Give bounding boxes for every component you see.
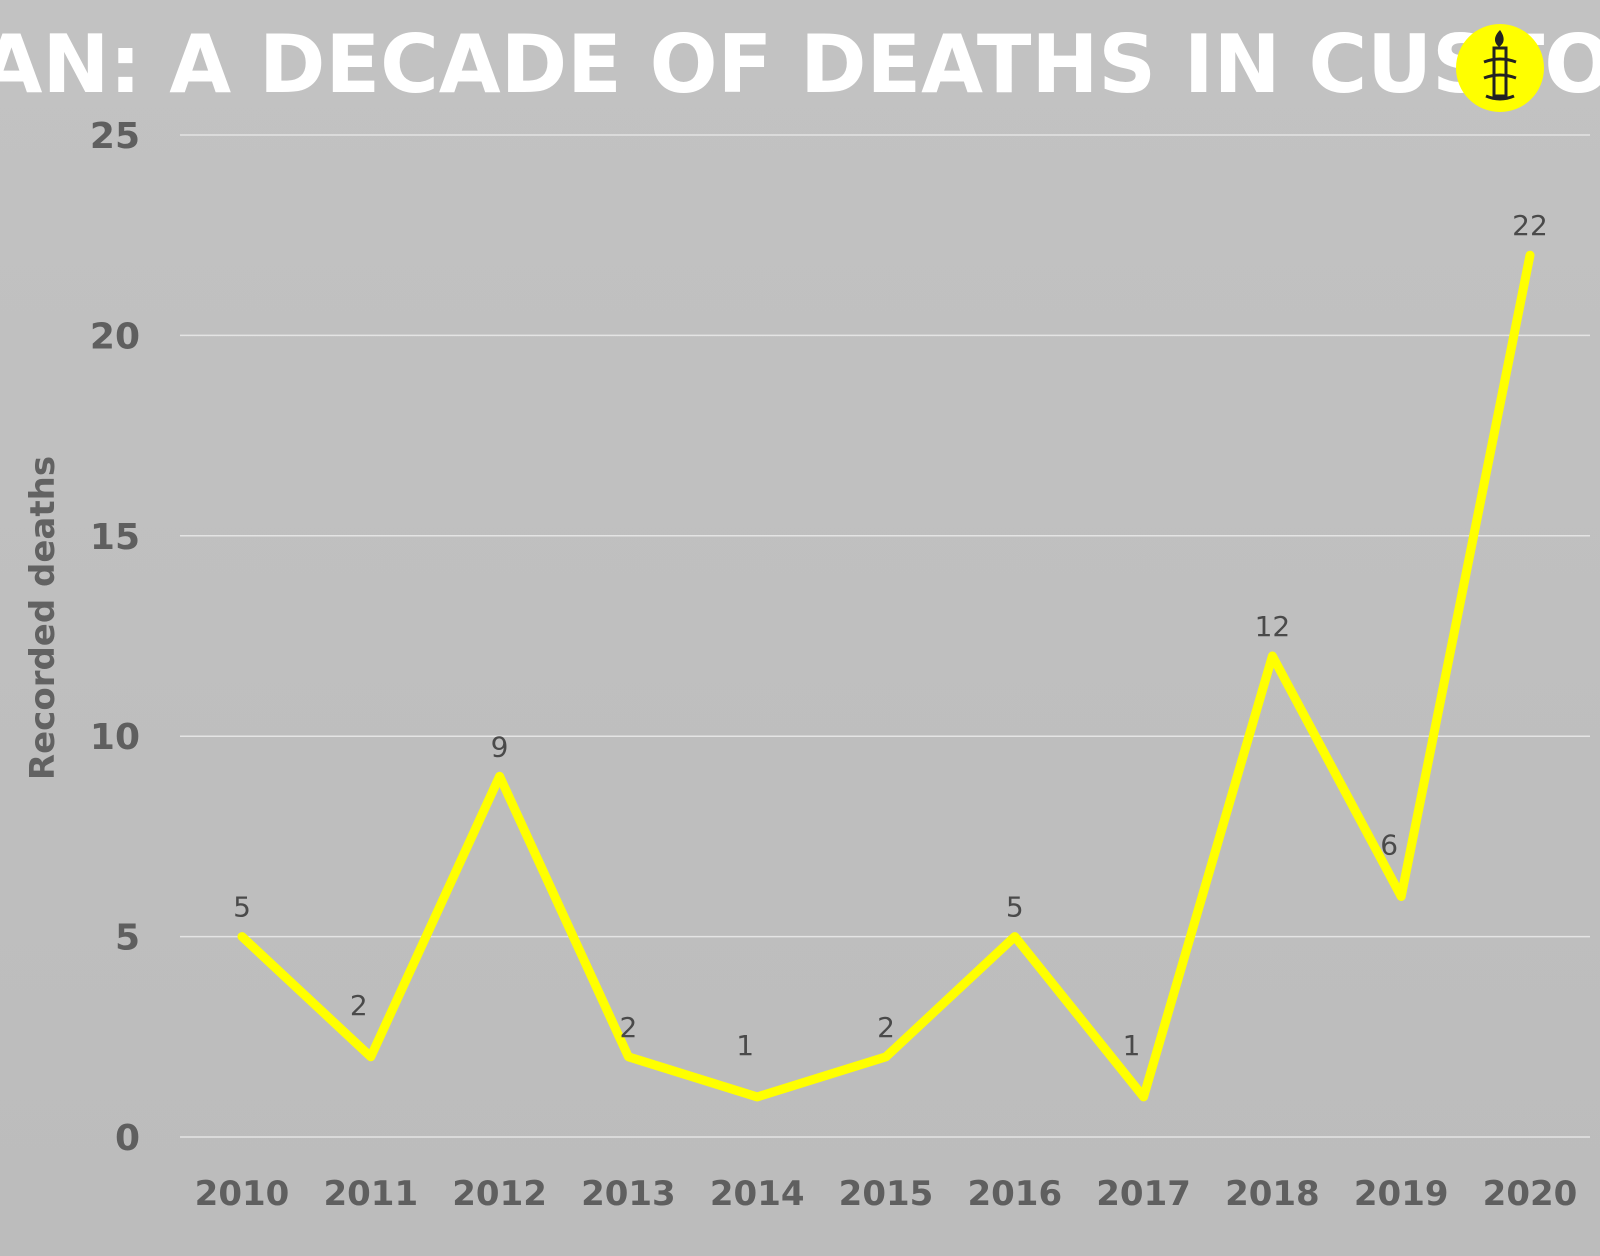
data-label: 2 — [619, 1011, 637, 1044]
data-label: 5 — [233, 891, 251, 924]
y-tick-label: 25 — [90, 116, 140, 157]
data-point — [753, 1092, 762, 1101]
x-axis-ticks: 2010 2011 2012 2013 2014 2015 2016 2017 2018 2019… — [195, 1174, 1578, 1214]
y-tick-label: 5 — [115, 918, 140, 959]
data-point — [1139, 1092, 1148, 1101]
data-point — [882, 1052, 890, 1061]
chart-title: IRAN: A DECADE OF DEATHS IN CUSTODY — [0, 18, 1600, 111]
data-points — [238, 251, 1534, 1101]
data-point — [238, 932, 246, 941]
series-line — [237, 250, 1535, 1102]
y-tick-label: 15 — [90, 517, 140, 558]
x-tick-label: 2011 — [323, 1174, 418, 1214]
data-label: 2 — [350, 989, 368, 1022]
y-tick-label: 20 — [90, 316, 140, 357]
data-label: 9 — [491, 730, 509, 763]
data-label: 1 — [736, 1029, 754, 1062]
x-tick-label: 2015 — [839, 1174, 934, 1214]
x-tick-label: 2020 — [1483, 1174, 1578, 1214]
y-tick-label: 10 — [90, 717, 140, 758]
data-label: 22 — [1512, 209, 1548, 242]
data-point — [366, 1052, 375, 1061]
x-tick-label: 2018 — [1225, 1174, 1320, 1214]
x-tick-label: 2019 — [1354, 1174, 1449, 1214]
y-tick-label: 0 — [115, 1118, 140, 1159]
data-point — [1397, 892, 1406, 901]
data-label: 5 — [1006, 891, 1024, 924]
x-tick-label: 2010 — [195, 1174, 290, 1214]
y-axis-label: Recorded deaths — [23, 456, 63, 780]
data-point — [1010, 932, 1019, 941]
x-tick-label: 2014 — [710, 1174, 805, 1214]
x-tick-label: 2016 — [967, 1174, 1062, 1214]
data-label: 12 — [1255, 610, 1291, 643]
x-tick-label: 2012 — [452, 1174, 547, 1214]
data-point — [495, 772, 504, 781]
data-label: 1 — [1123, 1029, 1141, 1062]
y-axis-ticks: 0 5 10 15 20 25 — [90, 116, 140, 1159]
data-label: 2 — [877, 1011, 895, 1044]
x-tick-label: 2017 — [1096, 1174, 1191, 1214]
x-tick-label: 2013 — [581, 1174, 676, 1214]
data-label: 6 — [1380, 829, 1398, 862]
data-point — [1526, 251, 1534, 260]
candle-in-barbed-wire-icon — [1456, 24, 1544, 112]
gridlines — [180, 134, 1590, 1138]
data-point — [1268, 652, 1277, 661]
data-point — [624, 1052, 633, 1061]
